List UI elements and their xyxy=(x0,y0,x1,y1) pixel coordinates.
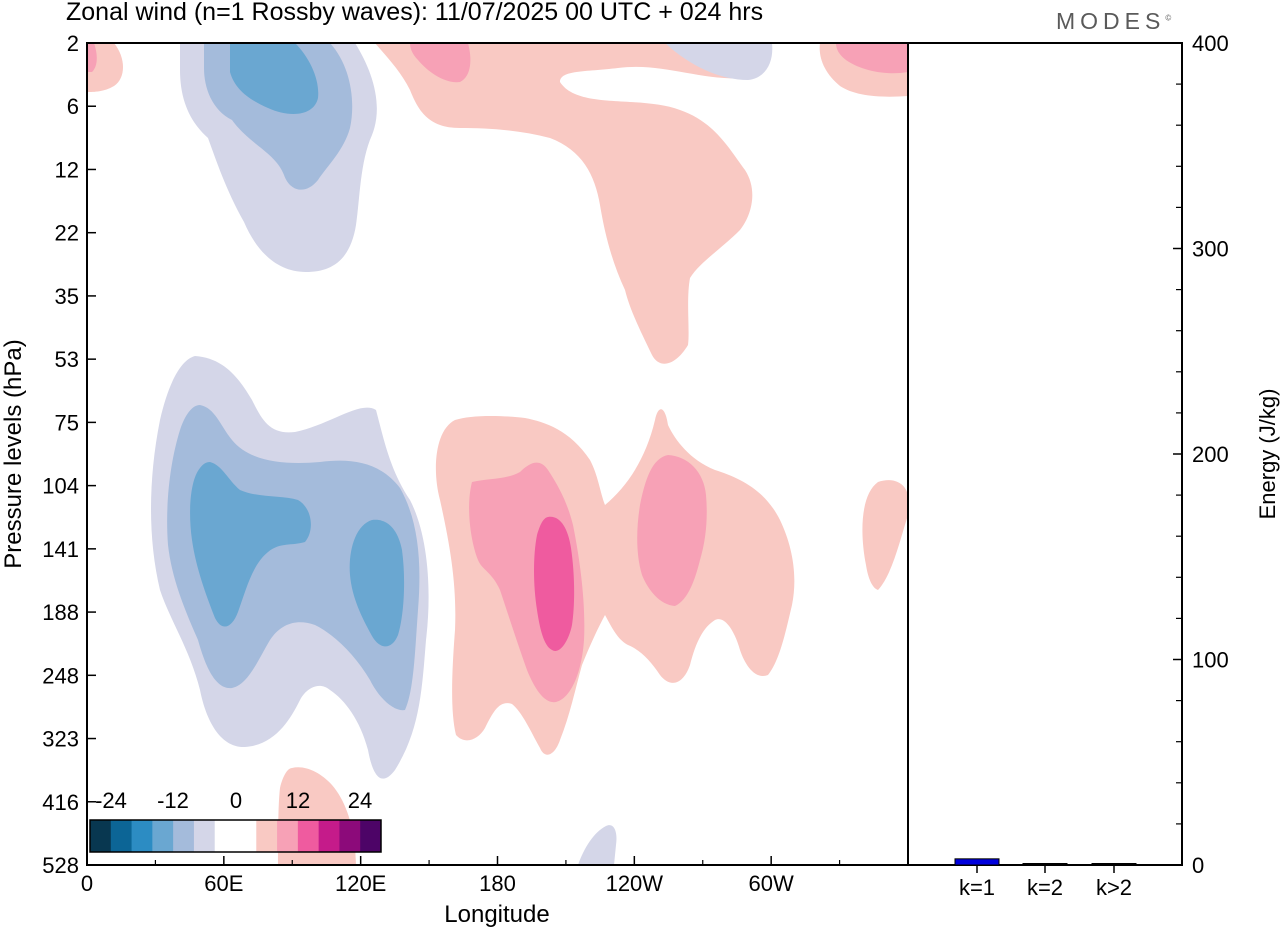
x-tick-label: 120W xyxy=(606,871,664,896)
colorbar-cell xyxy=(256,820,278,852)
contour-westerly-lower-inner xyxy=(534,516,575,651)
contour-easterly-upper-inner xyxy=(230,43,319,114)
y-tick-label: 104 xyxy=(42,474,79,499)
y-tick-label: 323 xyxy=(42,727,79,752)
modes-logo: MODES© xyxy=(1056,8,1171,35)
y-tick-label: 2 xyxy=(67,31,79,56)
colorbar-cell xyxy=(90,820,112,852)
contour-westerly-upper-inner xyxy=(410,43,471,83)
colorbar-label: -24 xyxy=(95,788,127,813)
y-tick-label: 416 xyxy=(42,790,79,815)
colorbar-frame xyxy=(89,819,382,853)
colorbar-cell xyxy=(173,820,195,852)
bar-category-label: k=2 xyxy=(1027,875,1063,900)
energy-tick-label: 100 xyxy=(1192,648,1229,673)
colorbar: -24 -12 0 12 24 xyxy=(89,788,382,853)
logo-mark: © xyxy=(1165,13,1172,23)
contour-easterly-lower-inner-b xyxy=(349,519,405,647)
contour-easterly-topright xyxy=(665,43,773,80)
colorbar-cell xyxy=(297,820,320,852)
contour-westerly-lower-outer xyxy=(435,409,795,755)
y-tick-label: 35 xyxy=(55,284,79,309)
colorbar-cell xyxy=(235,820,257,852)
energy-bar xyxy=(1022,863,1068,866)
chart-title: Zonal wind (n=1 Rossby waves): 11/07/202… xyxy=(66,0,764,26)
y-tick-label: 141 xyxy=(42,537,79,562)
contour-westerly-lower-right xyxy=(862,480,908,590)
contour-westerly-lower-mid-2 xyxy=(637,455,707,606)
colorbar-cell xyxy=(110,820,133,852)
logo-text: MODES xyxy=(1056,8,1166,34)
energy-tick-label: 400 xyxy=(1192,31,1229,56)
y-tick-label: 53 xyxy=(55,347,79,372)
x-tick-label: 60W xyxy=(749,871,794,896)
energy-plot-frame xyxy=(907,42,1183,866)
x-axis-label: Longitude xyxy=(444,901,549,928)
energy-bars: k=1 k=2 k>2 xyxy=(954,858,1137,900)
colorbar-label: 12 xyxy=(286,788,310,813)
colorbar-cell xyxy=(277,820,299,852)
contour-easterly-bottom xyxy=(578,825,617,865)
y-tick-label: 528 xyxy=(42,853,79,878)
energy-axis: 0 100 200 300 400 xyxy=(1173,31,1229,878)
pressure-axis: 2 6 12 22 35 53 75 104 141 188 248 323 416 528 xyxy=(42,31,96,878)
y-tick-label: 248 xyxy=(42,663,79,688)
colorbar-label: -12 xyxy=(157,788,189,813)
colorbar-cells xyxy=(90,820,382,852)
bar-category-label: k>2 xyxy=(1096,875,1132,900)
colorbar-label: 24 xyxy=(348,788,372,813)
contour-westerly-upper-inner-2 xyxy=(836,43,908,74)
contour-westerly-topleft-inner xyxy=(87,43,97,72)
y-tick-label: 12 xyxy=(55,157,79,182)
x-tick-label: 120E xyxy=(335,871,386,896)
y-tick-label: 75 xyxy=(55,410,79,435)
bar-category-label: k=1 xyxy=(959,875,995,900)
energy-tick-label: 0 xyxy=(1192,853,1204,878)
colorbar-cell xyxy=(193,820,216,852)
colorbar-cell xyxy=(131,820,153,852)
colorbar-cell xyxy=(318,820,340,852)
colorbar-cell xyxy=(339,820,361,852)
energy-tick-label: 300 xyxy=(1192,237,1229,262)
contour-westerly-upper-outer xyxy=(375,43,771,364)
energy-tick-label: 200 xyxy=(1192,442,1229,467)
longitude-axis: 0 60E 120E 180 120W 60W xyxy=(81,856,841,896)
colorbar-cell xyxy=(152,820,174,852)
colorbar-cell xyxy=(214,820,236,852)
y-axis-label: Pressure levels (hPa) xyxy=(0,339,27,568)
contour-field xyxy=(87,43,908,865)
energy-bar xyxy=(1091,863,1137,866)
colorbar-cell xyxy=(360,820,382,852)
y-tick-label: 188 xyxy=(42,600,79,625)
colorbar-label: 0 xyxy=(230,788,242,813)
energy-axis-label: Energy (J/kg) xyxy=(1255,389,1280,520)
y-tick-label: 6 xyxy=(67,94,79,119)
contour-easterly-lower-inner-a xyxy=(190,462,311,627)
x-tick-label: 0 xyxy=(81,871,93,896)
energy-bar xyxy=(954,858,1000,866)
y-tick-label: 22 xyxy=(55,221,79,246)
x-tick-label: 180 xyxy=(479,871,516,896)
x-tick-label: 60E xyxy=(204,871,243,896)
